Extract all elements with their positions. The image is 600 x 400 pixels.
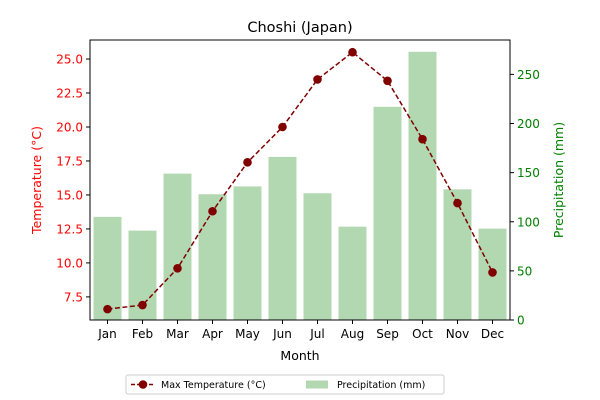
temperature-point-jan <box>103 304 112 314</box>
legend-marker-swatch <box>138 380 148 389</box>
y-right-tick-label: 100 <box>517 215 540 229</box>
bar-may <box>233 186 262 320</box>
y-axis-right-label: Precipitation (mm) <box>551 122 566 238</box>
temperature-line-path <box>107 51 494 310</box>
y-axis-right: 0 50 100 150 200 250 <box>510 68 540 328</box>
x-axis-label: Month <box>280 348 319 363</box>
legend-label-precipitation: Precipitation (mm) <box>337 380 425 391</box>
x-tick-label: Nov <box>446 327 469 341</box>
temperature-point-nov <box>453 198 462 208</box>
x-tick-label: May <box>235 327 260 341</box>
x-tick-label: Jan <box>97 327 117 341</box>
legend-label-temperature: Max Temperature (°C) <box>161 380 266 391</box>
bar-jul <box>303 193 332 320</box>
legend-bar-swatch <box>306 380 328 389</box>
x-tick-label: Dec <box>481 327 504 341</box>
temperature-point-may <box>243 158 252 167</box>
chart-title: Choshi (Japan) <box>247 20 352 36</box>
x-tick-label: Aug <box>341 327 364 341</box>
x-tick-label: Apr <box>202 327 223 341</box>
precipitation-bars <box>93 51 507 321</box>
y-right-tick-label: 0 <box>517 314 525 328</box>
x-tick-label: Feb <box>132 327 153 341</box>
temperature-point-jun <box>278 122 287 132</box>
temperature-point-aug <box>348 47 357 57</box>
y-left-tick-label: 7.5 <box>64 290 83 304</box>
bar-nov <box>443 189 472 320</box>
temperature-point-sep <box>383 76 392 86</box>
x-tick-label: Mar <box>166 327 189 341</box>
temperature-point-dec <box>488 268 497 277</box>
temperature-point-feb <box>138 300 147 310</box>
bar-sep <box>373 106 402 321</box>
y-right-tick-label: 200 <box>517 117 540 131</box>
x-tick-label: Oct <box>412 327 433 341</box>
x-axis: Jan Feb Mar Apr May Jun Jul Aug Sep Oct Nov Dec <box>97 320 504 341</box>
y-left-tick-label: 20.0 <box>56 120 83 134</box>
legend-frame <box>125 374 445 395</box>
y-left-tick-label: 15.0 <box>56 188 83 202</box>
y-left-tick-label: 10.0 <box>56 256 83 270</box>
temperature-point-oct <box>418 134 427 144</box>
x-tick-label: Sep <box>376 327 399 341</box>
y-right-tick-label: 50 <box>517 264 532 278</box>
y-left-tick-label: 12.5 <box>56 222 83 236</box>
temperature-line <box>103 47 497 314</box>
bar-aug <box>338 226 367 320</box>
y-left-tick-label: 17.5 <box>56 154 83 168</box>
x-tick-label: Jul <box>309 327 324 341</box>
temperature-point-apr <box>208 206 217 216</box>
y-left-tick-label: 25.0 <box>56 53 83 67</box>
bar-mar <box>163 173 192 320</box>
y-right-tick-label: 150 <box>517 166 540 180</box>
y-right-tick-label: 250 <box>517 68 540 82</box>
y-axis-left-label: Temperature (°C) <box>29 126 44 235</box>
legend: Max Temperature (°C) Precipitation (mm) <box>125 374 445 395</box>
y-axis-left: 7.5 10.0 12.5 15.0 17.5 20.0 22.5 25.0 <box>56 53 90 304</box>
temperature-point-mar <box>173 264 182 273</box>
y-left-tick-label: 22.5 <box>56 87 83 101</box>
bar-jan <box>93 216 122 320</box>
temperature-point-jul <box>313 75 322 84</box>
bar-oct <box>408 51 437 320</box>
plot-frame <box>89 39 511 321</box>
bar-jun <box>268 156 297 320</box>
x-tick-label: Jun <box>272 327 292 341</box>
